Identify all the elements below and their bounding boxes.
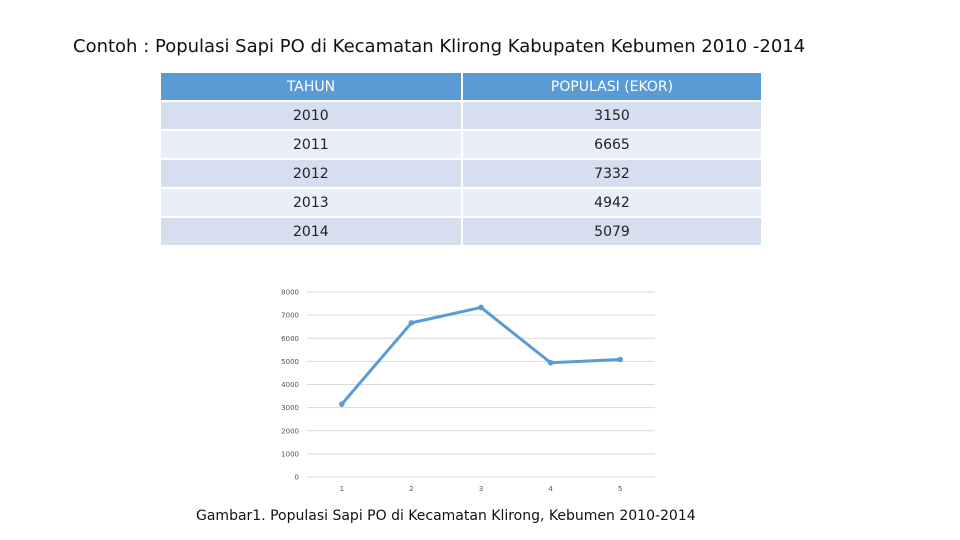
y-tick-label: 0 [295,474,299,482]
x-tick-label: 1 [340,485,344,493]
data-point [547,359,554,366]
x-tick-label: 5 [618,485,622,493]
header-populasi: POPULASI (EKOR) [463,73,763,102]
y-tick-label: 4000 [281,381,299,389]
slide-title: Contoh : Populasi Sapi PO di Kecamatan K… [73,36,806,57]
series-line [340,305,622,406]
x-tick-label: 3 [479,485,483,493]
table-cell-population: 3150 [463,102,763,131]
table-cell-population: 6665 [463,131,763,160]
y-tick-label: 1000 [281,450,299,458]
table-cell-year: 2012 [161,160,463,189]
table-cell-population: 5079 [463,218,763,247]
data-point [478,304,484,311]
data-point [339,401,345,407]
y-tick-label: 6000 [281,335,299,343]
figure-caption: Gambar1. Populasi Sapi PO di Kecamatan K… [196,508,696,524]
table-row: 2013 4942 [161,189,763,218]
x-tick-label: 2 [409,485,413,493]
table-cell-year: 2013 [161,189,463,218]
y-tick-label: 7000 [281,312,299,320]
table-row: 2011 6665 [161,131,763,160]
table-cell-year: 2010 [161,102,463,131]
table-header-row: TAHUN POPULASI (EKOR) [161,73,763,102]
y-tick-label: 8000 [281,289,299,297]
table-row: 2010 3150 [161,102,763,131]
header-tahun: TAHUN [161,73,463,102]
y-tick-label: 2000 [281,427,299,435]
table-row: 2014 5079 [161,218,763,247]
table-cell-year: 2014 [161,218,463,247]
x-tick-label: 4 [548,485,553,493]
y-tick-label: 3000 [281,404,299,412]
population-table: TAHUN POPULASI (EKOR) 2010 3150 2011 666… [161,73,763,247]
table-row: 2012 7332 [161,160,763,189]
data-point [408,320,415,326]
population-line-chart: 0 1000 2000 3000 4000 5000 6000 7000 8000 1 2 3 4 5 [281,289,655,493]
table-cell-year: 2011 [161,131,463,160]
table-cell-population: 7332 [463,160,763,189]
table-cell-population: 4942 [463,189,763,218]
data-point [617,356,623,363]
y-tick-label: 5000 [281,358,299,366]
